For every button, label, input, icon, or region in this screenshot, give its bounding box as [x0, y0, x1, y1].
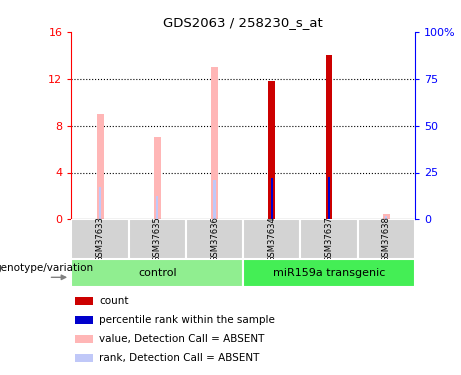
Bar	[71, 259, 243, 287]
Text: rank, Detection Call = ABSENT: rank, Detection Call = ABSENT	[99, 352, 259, 363]
Bar	[328, 177, 330, 219]
Bar	[243, 219, 301, 259]
Bar	[75, 335, 93, 343]
Bar	[154, 137, 161, 219]
Bar	[301, 219, 358, 259]
Text: GSM37637: GSM37637	[325, 216, 334, 262]
Bar	[156, 196, 159, 219]
Bar	[271, 178, 273, 219]
Bar	[325, 56, 332, 219]
Text: GSM37636: GSM37636	[210, 216, 219, 262]
Text: GSM37634: GSM37634	[267, 216, 276, 262]
Bar	[99, 187, 101, 219]
Text: GSM37638: GSM37638	[382, 216, 391, 262]
Bar	[211, 67, 218, 219]
Text: miR159a transgenic: miR159a transgenic	[273, 268, 385, 278]
Text: count: count	[99, 296, 128, 306]
Bar	[75, 354, 93, 362]
Title: GDS2063 / 258230_s_at: GDS2063 / 258230_s_at	[163, 16, 323, 29]
Bar	[129, 219, 186, 259]
Text: genotype/variation: genotype/variation	[0, 263, 94, 273]
Bar	[75, 316, 93, 324]
Bar	[358, 219, 415, 259]
Text: GSM37633: GSM37633	[95, 216, 105, 262]
Bar	[385, 216, 387, 219]
Bar	[213, 180, 216, 219]
Bar	[97, 114, 104, 219]
Bar	[268, 81, 275, 219]
Bar	[71, 219, 129, 259]
Text: GSM37635: GSM37635	[153, 216, 162, 262]
Text: percentile rank within the sample: percentile rank within the sample	[99, 315, 275, 325]
Text: value, Detection Call = ABSENT: value, Detection Call = ABSENT	[99, 334, 264, 344]
Text: control: control	[138, 268, 177, 278]
Bar	[186, 219, 243, 259]
Bar	[75, 297, 93, 305]
Bar	[383, 213, 390, 219]
Bar	[243, 259, 415, 287]
